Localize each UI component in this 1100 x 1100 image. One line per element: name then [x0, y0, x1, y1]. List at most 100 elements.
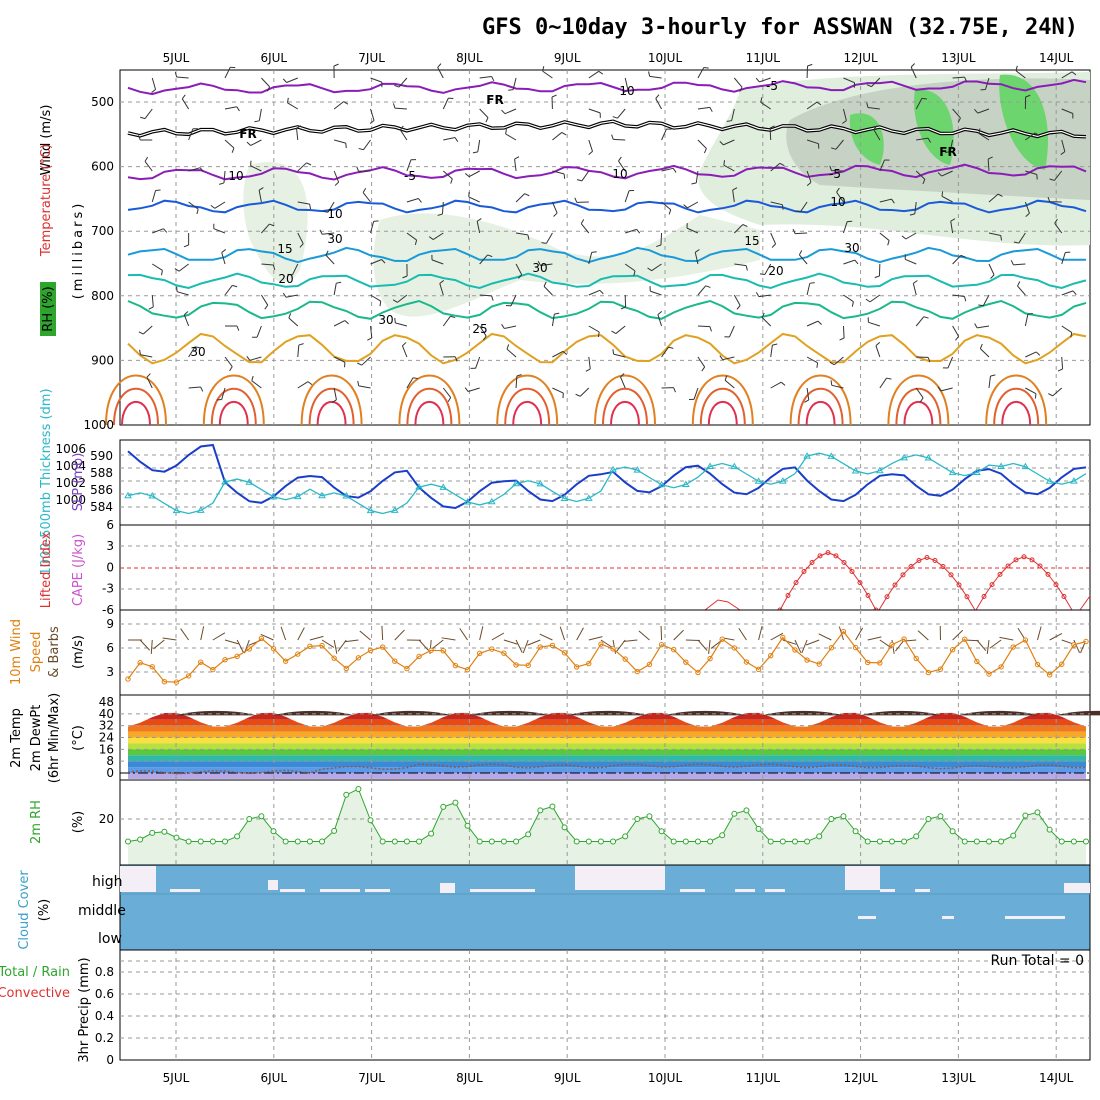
upper-barb [734, 263, 747, 267]
surface-barb [503, 639, 518, 645]
cape-tick--3: -3 [102, 582, 114, 596]
upper-barb [950, 221, 954, 234]
rh-point [767, 838, 774, 845]
upper-barb [431, 259, 444, 265]
lifted-index-point [948, 572, 954, 578]
thickness-point [148, 492, 157, 499]
upper-barb [940, 387, 953, 392]
upper-barb [183, 314, 190, 327]
rh-point [367, 817, 374, 824]
upper-barb [399, 129, 408, 141]
upper-barb [505, 133, 517, 141]
upper-barb-flag [487, 254, 493, 258]
temp-tick-48: 48 [99, 695, 114, 709]
upper-barb [733, 224, 744, 234]
rh-point [222, 838, 229, 845]
upper-barb-flag [875, 342, 881, 347]
upper-barb [477, 139, 481, 152]
isotherm-0 [127, 78, 1087, 96]
upper-barb [479, 76, 492, 79]
contour-label-4: -5 [404, 169, 416, 183]
rh-point [282, 838, 289, 845]
lifted-index-line-0 [779, 552, 877, 611]
bottom-date-12JUL: 12JUL [843, 1071, 878, 1085]
upper-barb-flag [887, 240, 890, 246]
surface-isotherm-0-2 [121, 400, 151, 426]
rh-point [319, 838, 326, 845]
upper-barb-flag [394, 84, 400, 88]
upper-barb [151, 190, 157, 203]
surface-isotherm-5-0 [594, 374, 656, 426]
lifted-index-point [793, 580, 799, 586]
lifted-index-series [704, 550, 1091, 613]
surface-isotherm-0-1 [113, 387, 159, 426]
upper-barb-flag [319, 229, 323, 235]
thickness-point [487, 497, 496, 505]
rh-point [828, 816, 835, 823]
rh-area [128, 789, 1086, 865]
upper-barb-flag [591, 251, 597, 253]
precip-tick-0.4: 0.4 [95, 1009, 114, 1023]
surface-isotherm-3-1 [406, 387, 453, 426]
upper-barb [1025, 170, 1037, 175]
upper-barb [188, 386, 201, 389]
upper-barb [221, 387, 226, 400]
upper-barb-flag [807, 63, 813, 67]
upper-barb [437, 67, 444, 79]
rh-point [525, 831, 532, 838]
upper-barb [395, 322, 408, 327]
rh-point [973, 838, 980, 845]
upper-barb [618, 160, 626, 172]
rh-point [513, 838, 520, 845]
upper-barb [333, 283, 337, 296]
temp-label-2: 2m DewPt [29, 705, 44, 772]
upper-barb [722, 356, 735, 361]
upper-barb [806, 101, 818, 110]
upper-barb-flag [809, 282, 815, 284]
upper-barb-flag [194, 346, 200, 349]
lifted-index-point [849, 569, 855, 575]
upper-barb-flag [611, 330, 617, 334]
precip-tick-0: 0 [106, 1053, 114, 1067]
contour-label-6: 10 [830, 195, 845, 209]
surface-barb [623, 639, 638, 642]
upper-barb-flag [508, 89, 514, 91]
surface-barb [344, 639, 359, 643]
contour-labels: FR FR FR -5 -5 10 10 15 15 20 20 25 30 10 10 10 30 30 30 30… [190, 79, 956, 359]
upper-barb [287, 102, 299, 110]
surface-barb [559, 626, 566, 641]
upper-barb-flag [921, 97, 927, 100]
upper-barb [914, 201, 917, 214]
upper-barb-flag [955, 336, 959, 341]
rh-point [258, 813, 265, 820]
contour-label-14: 10 [619, 84, 634, 98]
rh-area-fill [128, 789, 1086, 865]
thickness-point [730, 462, 739, 470]
upper-barb-flag [272, 264, 276, 270]
upper-barb [258, 190, 262, 203]
upper-barb-flag [978, 128, 981, 134]
upper-barb-flag [598, 70, 604, 75]
upper-barb-flag [561, 132, 567, 136]
upper-barb-flag [506, 344, 510, 350]
thickness-point [706, 462, 714, 469]
lifted-index-point [1013, 557, 1019, 563]
contour-label-5: 10 [327, 207, 342, 221]
surface-barb [758, 626, 763, 641]
upper-barb-flag [854, 259, 859, 265]
upper-barb-flag [1025, 212, 1030, 217]
rh-point [137, 836, 144, 843]
surface-barb [638, 630, 650, 641]
cloud-blocks [120, 866, 1090, 919]
upper-barb-flag [219, 182, 225, 185]
upper-barb [697, 325, 710, 328]
lifted-index-point [900, 572, 906, 578]
lifted-index-label: Lifted Index [39, 531, 54, 608]
upper-barb [552, 132, 563, 141]
upper-barb-flag [655, 94, 660, 99]
upper-barb [988, 232, 1001, 236]
cloud-high-line [880, 889, 895, 892]
cape-tick--6: -6 [102, 603, 114, 617]
upper-barb [764, 263, 772, 275]
upper-barb [770, 201, 783, 206]
